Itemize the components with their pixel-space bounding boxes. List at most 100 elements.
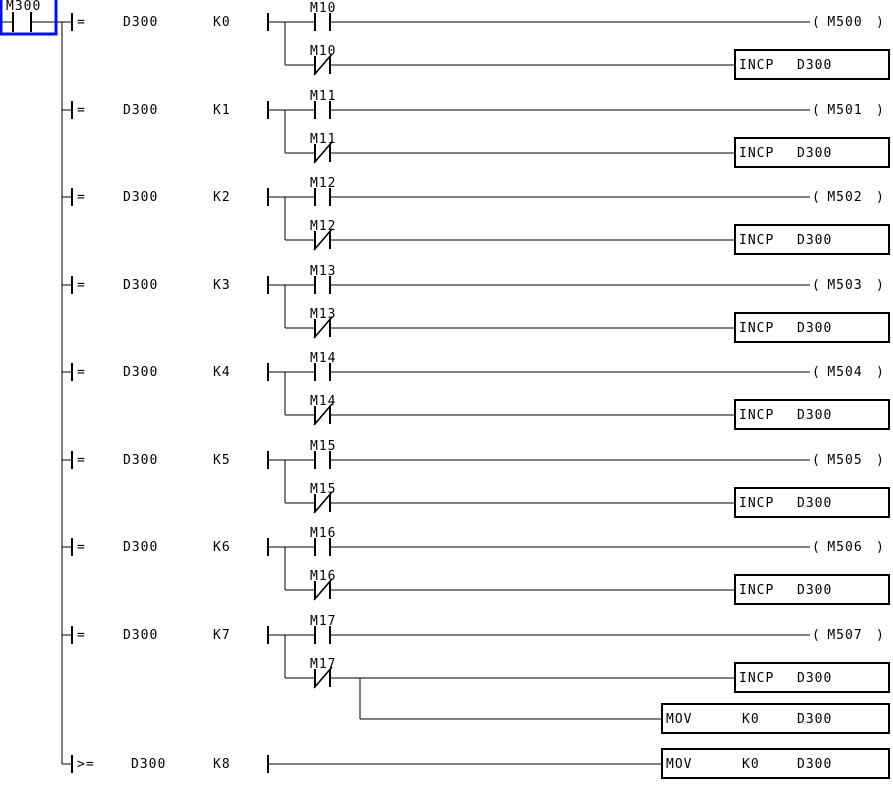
- contact-device-label: M14: [310, 394, 336, 409]
- contact-device-label: M300: [6, 0, 41, 14]
- compare-operand-a: D300: [123, 15, 158, 30]
- instruction-mnemonic: INCP: [739, 408, 774, 423]
- instruction-operand: D300: [797, 58, 832, 73]
- output-coil-M505[interactable]: (M505): [812, 453, 885, 468]
- compare-operator: =: [77, 190, 86, 205]
- coil-close-paren: ): [876, 365, 885, 380]
- compare-operand-b: K7: [213, 628, 231, 643]
- output-coil-M504[interactable]: (M504): [812, 365, 885, 380]
- instruction-operand: D300: [797, 496, 832, 511]
- compare-operand-a: D300: [123, 453, 158, 468]
- no-contact-M14[interactable]: M14: [310, 351, 336, 381]
- output-coil-M503[interactable]: (M503): [812, 278, 885, 293]
- compare-operand-a: D300: [123, 190, 158, 205]
- nc-contact-M12[interactable]: M12: [310, 219, 336, 251]
- instruction-box-frame: [734, 137, 890, 168]
- instruction-operand: D300: [797, 757, 832, 772]
- coil-open-paren: (: [812, 15, 821, 30]
- coil-device-label: M500: [827, 15, 862, 30]
- compare-contact[interactable]: = D300 K5: [62, 451, 231, 469]
- no-contact-M12[interactable]: M12: [310, 176, 336, 206]
- compare-operand-b: K3: [213, 278, 231, 293]
- nc-contact-M14[interactable]: M14: [310, 394, 336, 426]
- nc-contact-M11[interactable]: M11: [310, 132, 336, 164]
- output-coil-M500[interactable]: ( M500): [812, 15, 885, 30]
- instruction-box-frame: [734, 574, 890, 605]
- nc-slash: [313, 316, 333, 339]
- instruction-operand: K0: [742, 712, 760, 727]
- no-contact-M15[interactable]: M15: [310, 439, 336, 469]
- instruction-operand: D300: [797, 321, 832, 336]
- nc-slash: [313, 403, 333, 426]
- instruction-box-incp-0[interactable]: INCP D300: [734, 49, 890, 80]
- output-coil-M506[interactable]: (M506): [812, 540, 885, 555]
- compare-contact[interactable]: = D300 K7: [62, 626, 231, 644]
- no-contact-M10[interactable]: M10: [310, 1, 336, 31]
- no-contact-M11[interactable]: M11: [310, 89, 336, 119]
- selection-cursor-box[interactable]: [0, 0, 58, 36]
- instruction-mnemonic: MOV: [666, 712, 692, 727]
- instruction-box-incp-6[interactable]: INCP D300: [734, 574, 890, 605]
- nc-slash: [313, 141, 333, 164]
- compare-contact[interactable]: = D300 K1: [62, 101, 231, 119]
- compare-operator: =: [77, 103, 86, 118]
- coil-close-paren: ): [876, 190, 885, 205]
- nc-contact-M10[interactable]: M10: [310, 44, 336, 76]
- compare-operand-a: D300: [123, 540, 158, 555]
- output-coil-M507[interactable]: (M507): [812, 628, 885, 643]
- instruction-box-mov-final[interactable]: MOV K0 D300: [661, 748, 890, 779]
- compare-operand-b: K0: [213, 15, 231, 30]
- coil-open-paren: (: [812, 103, 821, 118]
- compare-contact[interactable]: = D300 K2: [62, 188, 231, 206]
- contact-device-label: M11: [310, 132, 336, 147]
- nc-contact-M15[interactable]: M15: [310, 482, 336, 514]
- compare-operand-b: K6: [213, 540, 231, 555]
- instruction-box-incp-3[interactable]: INCP D300: [734, 312, 890, 343]
- nc-contact-M16[interactable]: M16: [310, 569, 336, 601]
- compare-operand-a: D300: [123, 103, 158, 118]
- contact-device-label: M13: [310, 264, 336, 279]
- instruction-mnemonic: INCP: [739, 583, 774, 598]
- rung-3: = D300 K3 M13 (M503) M13 INCP D300: [62, 264, 890, 343]
- no-contact-M16[interactable]: M16: [310, 526, 336, 556]
- coil-device-label: M507: [827, 628, 862, 643]
- instruction-operand: D300: [797, 233, 832, 248]
- instruction-mnemonic: INCP: [739, 146, 774, 161]
- rung-6: = D300 K6 M16 (M506) M16 INCP D300: [62, 526, 890, 605]
- coil-close-paren: ): [876, 15, 885, 30]
- rung-5: = D300 K5 M15 (M505) M15 INCP D300: [62, 439, 890, 518]
- coil-device-label: M506: [827, 540, 862, 555]
- instruction-mnemonic: INCP: [739, 233, 774, 248]
- no-contact-M17[interactable]: M17: [310, 614, 336, 644]
- compare-operand-b: K5: [213, 453, 231, 468]
- instruction-box-incp-4[interactable]: INCP D300: [734, 399, 890, 430]
- compare-operator: =: [77, 540, 86, 555]
- compare-contact[interactable]: >= D300 K8: [62, 755, 231, 773]
- output-coil-M501[interactable]: (M501): [812, 103, 885, 118]
- compare-contact[interactable]: = D300 K3: [62, 276, 231, 294]
- instruction-box-incp-5[interactable]: INCP D300: [734, 487, 890, 518]
- contact-device-label: M10: [310, 44, 336, 59]
- instruction-box-incp-2[interactable]: INCP D300: [734, 224, 890, 255]
- instruction-box-frame: [734, 662, 890, 693]
- instruction-mnemonic: INCP: [739, 671, 774, 686]
- nc-contact-M13[interactable]: M13: [310, 307, 336, 339]
- coil-open-paren: (: [812, 278, 821, 293]
- input-contact-m300[interactable]: M300: [0, 0, 71, 32]
- rung-4: = D300 K4 M14 (M504) M14 INCP D300: [62, 351, 890, 430]
- instruction-box-incp-1[interactable]: INCP D300: [734, 137, 890, 168]
- compare-operand-a: D300: [131, 757, 166, 772]
- compare-operand-a: D300: [123, 628, 158, 643]
- compare-contact[interactable]: = D300 K0: [62, 13, 231, 31]
- instruction-box-incp-7[interactable]: INCP D300: [734, 662, 890, 693]
- nc-slash: [313, 228, 333, 251]
- compare-operator: =: [77, 278, 86, 293]
- instruction-box-mov-reset[interactable]: MOV K0 D300: [661, 703, 890, 734]
- nc-contact-M17[interactable]: M17: [310, 657, 336, 689]
- compare-contact[interactable]: = D300 K6: [62, 538, 231, 556]
- compare-contact[interactable]: = D300 K4: [62, 363, 231, 381]
- no-contact-M13[interactable]: M13: [310, 264, 336, 294]
- output-coil-M502[interactable]: (M502): [812, 190, 885, 205]
